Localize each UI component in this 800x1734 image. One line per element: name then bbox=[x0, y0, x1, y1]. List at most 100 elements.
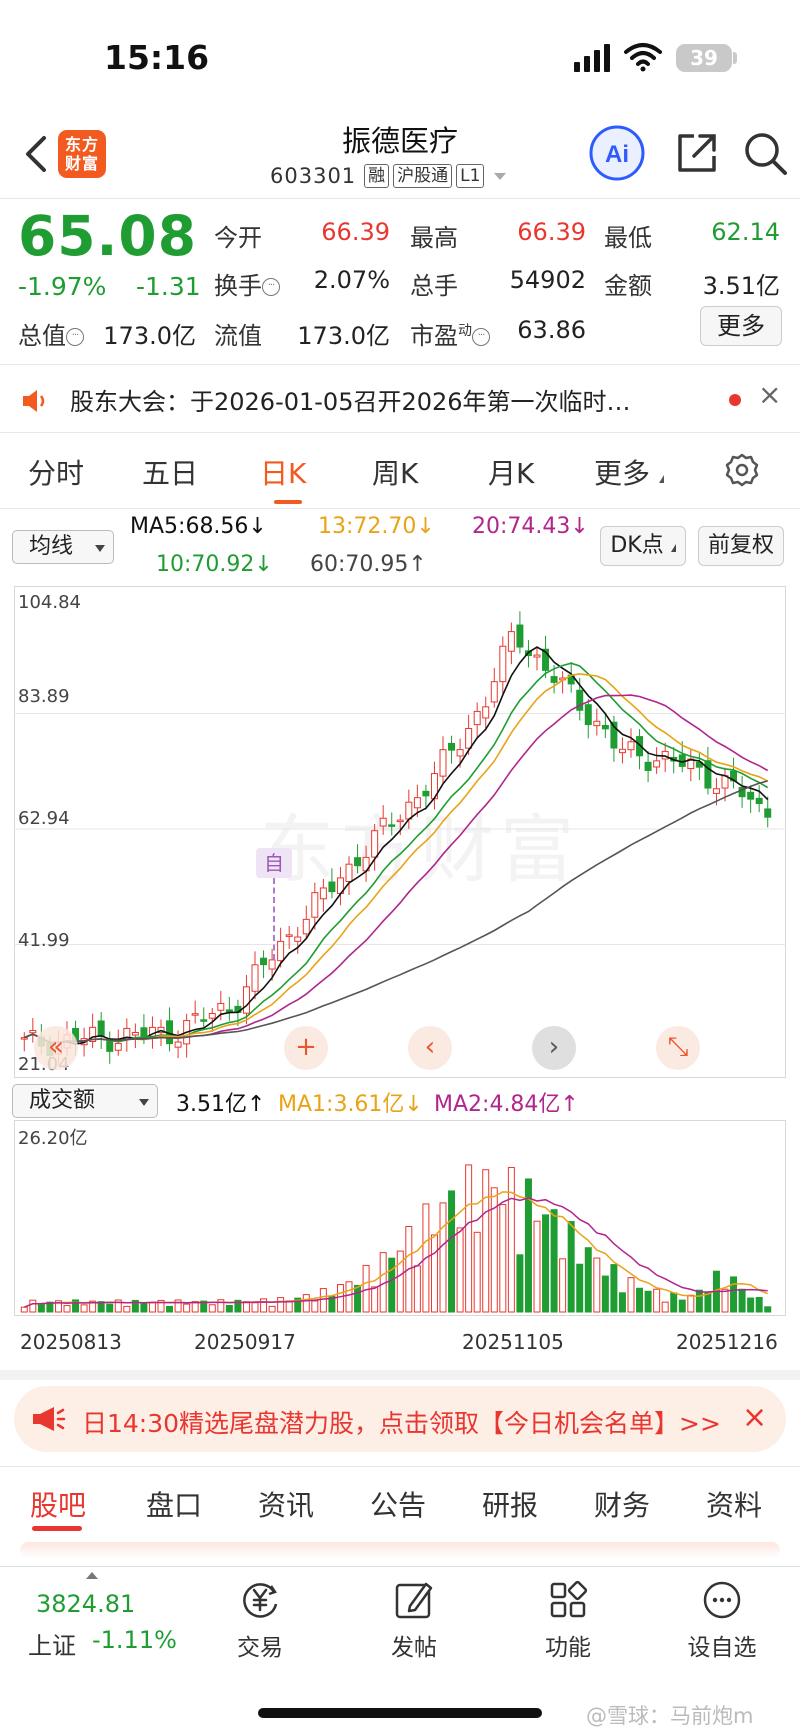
y-tick-label: 62.94 bbox=[18, 808, 70, 829]
low-label: 最低 bbox=[604, 224, 652, 252]
nav-trade[interactable]: 交易 bbox=[210, 1578, 310, 1662]
close-icon[interactable]: × bbox=[742, 1400, 768, 1435]
volume-bar bbox=[97, 1301, 105, 1313]
candle-body bbox=[302, 918, 310, 935]
candle-body bbox=[542, 648, 550, 671]
tab-monthly-k[interactable]: 月K bbox=[488, 457, 535, 490]
candle-body bbox=[89, 1026, 97, 1043]
volume-bar bbox=[670, 1292, 678, 1313]
volume-bar bbox=[225, 1304, 233, 1313]
info-icon[interactable]: ··· bbox=[262, 278, 280, 296]
float-cap-value: 173.0亿 bbox=[297, 322, 390, 350]
index-value[interactable]: 3824.81 bbox=[36, 1590, 136, 1618]
volume-bar bbox=[277, 1297, 285, 1313]
tab-announcements[interactable]: 公告 bbox=[370, 1489, 427, 1522]
fullscreen-button[interactable]: ⤡ bbox=[656, 1026, 700, 1070]
volume-bar bbox=[371, 1286, 379, 1313]
volume-bar bbox=[217, 1299, 225, 1313]
candle-body bbox=[610, 721, 618, 749]
volume-bar bbox=[490, 1187, 498, 1313]
candle-body bbox=[242, 986, 250, 1014]
status-time: 15:16 bbox=[104, 38, 210, 77]
chevron-up-icon[interactable] bbox=[86, 1572, 98, 1579]
candle-body bbox=[328, 881, 336, 893]
tab-weekly-k[interactable]: 周K bbox=[372, 457, 419, 490]
close-icon[interactable]: × bbox=[758, 378, 782, 411]
tab-forum[interactable]: 股吧 bbox=[30, 1489, 87, 1522]
volume-bar bbox=[439, 1202, 447, 1313]
volume-bar bbox=[695, 1289, 703, 1313]
ai-icon[interactable]: Ai bbox=[588, 124, 646, 182]
scroll-left-button[interactable]: ‹ bbox=[408, 1026, 452, 1070]
search-icon[interactable] bbox=[742, 130, 788, 176]
volume-bar bbox=[123, 1305, 131, 1313]
app-logo[interactable]: 东方财富 bbox=[58, 130, 106, 178]
info-icon[interactable]: ··· bbox=[472, 328, 490, 346]
stock-code-row[interactable]: 603301 融 沪股通 L1 bbox=[270, 164, 507, 188]
nav-post[interactable]: 发帖 bbox=[364, 1578, 464, 1662]
candle-body bbox=[465, 727, 473, 749]
battery-tip bbox=[733, 52, 737, 64]
adjust-button[interactable]: 前复权 bbox=[698, 526, 784, 566]
tab-news[interactable]: 资讯 bbox=[258, 1489, 315, 1522]
volume-bar bbox=[584, 1247, 592, 1313]
volume-chart-frame[interactable] bbox=[14, 1120, 786, 1316]
candle-body bbox=[260, 957, 268, 966]
home-indicator bbox=[258, 1708, 542, 1718]
volume-bar bbox=[311, 1300, 319, 1313]
candle-body bbox=[311, 892, 319, 918]
scroll-left-fast-button[interactable]: « bbox=[34, 1026, 78, 1070]
index-name[interactable]: 上证 bbox=[28, 1632, 76, 1660]
market-cap-value: 173.0亿 bbox=[103, 322, 196, 350]
promo-banner[interactable] bbox=[14, 1386, 786, 1452]
candle-body bbox=[499, 645, 507, 683]
promo-text[interactable]: 日14:30精选尾盘潜力股，点击领取【今日机会名单】>> bbox=[82, 1409, 721, 1438]
tab-five-day[interactable]: 五日 bbox=[142, 457, 199, 490]
info-icon[interactable]: ··· bbox=[66, 328, 84, 346]
tab-intraday[interactable]: 分时 bbox=[28, 457, 85, 490]
index-change[interactable]: -1.11% bbox=[92, 1626, 177, 1654]
gear-icon[interactable] bbox=[724, 452, 760, 488]
x-date-label: 20250813 bbox=[20, 1330, 122, 1354]
volume-bar bbox=[63, 1305, 71, 1313]
volume-bar bbox=[524, 1178, 532, 1313]
candle-body bbox=[268, 959, 276, 970]
yen-icon bbox=[243, 1583, 278, 1618]
ma5-value: MA5:68.56↓ bbox=[130, 514, 267, 539]
indicator-dropdown[interactable]: 均线 bbox=[12, 530, 114, 564]
tab-orderbook[interactable]: 盘口 bbox=[146, 1489, 203, 1522]
dk-point-button[interactable]: DK点 bbox=[600, 526, 686, 566]
volume-bar bbox=[567, 1221, 575, 1313]
volume-bar bbox=[191, 1301, 199, 1313]
megaphone-icon bbox=[33, 1407, 66, 1431]
tab-profile[interactable]: 资料 bbox=[706, 1489, 763, 1522]
volume-bar bbox=[482, 1169, 490, 1313]
share-icon[interactable] bbox=[674, 130, 720, 176]
candle-body bbox=[627, 741, 635, 751]
ma13-value: 13:72.70↓ bbox=[318, 514, 435, 539]
tab-finance[interactable]: 财务 bbox=[594, 1489, 651, 1522]
x-date-label: 20250917 bbox=[194, 1330, 296, 1354]
x-date-label: 20251216 bbox=[676, 1330, 778, 1354]
signal-icon bbox=[574, 44, 614, 72]
volume-indicator-dropdown[interactable]: 成交额 bbox=[12, 1084, 158, 1118]
announcement-text[interactable]: 股东大会：于2026-01-05召开2026年第一次临时… bbox=[70, 388, 631, 416]
kline-chart-frame[interactable] bbox=[14, 586, 786, 1078]
bottom-nav bbox=[0, 1566, 800, 1734]
candle-body bbox=[439, 749, 447, 777]
nav-add-watchlist[interactable]: 设自选 bbox=[672, 1578, 772, 1662]
pe-value: 63.86 bbox=[517, 316, 586, 344]
volume-bar bbox=[46, 1301, 54, 1313]
tab-daily-k[interactable]: 日K bbox=[260, 457, 307, 490]
nav-functions[interactable]: 功能 bbox=[518, 1578, 618, 1662]
scroll-right-button[interactable]: › bbox=[532, 1026, 576, 1070]
more-button[interactable]: 更多 bbox=[700, 306, 782, 346]
self-select-marker[interactable]: 自 bbox=[256, 848, 292, 878]
crosshair-button[interactable]: + bbox=[284, 1026, 328, 1070]
nav-add-watchlist-label: 设自选 bbox=[687, 1635, 757, 1661]
kline-chart[interactable] bbox=[14, 586, 786, 1078]
tab-more[interactable]: 更多 bbox=[594, 452, 665, 492]
back-icon[interactable] bbox=[20, 130, 52, 178]
volume-chart[interactable] bbox=[14, 1120, 786, 1316]
tab-research[interactable]: 研报 bbox=[482, 1489, 539, 1522]
